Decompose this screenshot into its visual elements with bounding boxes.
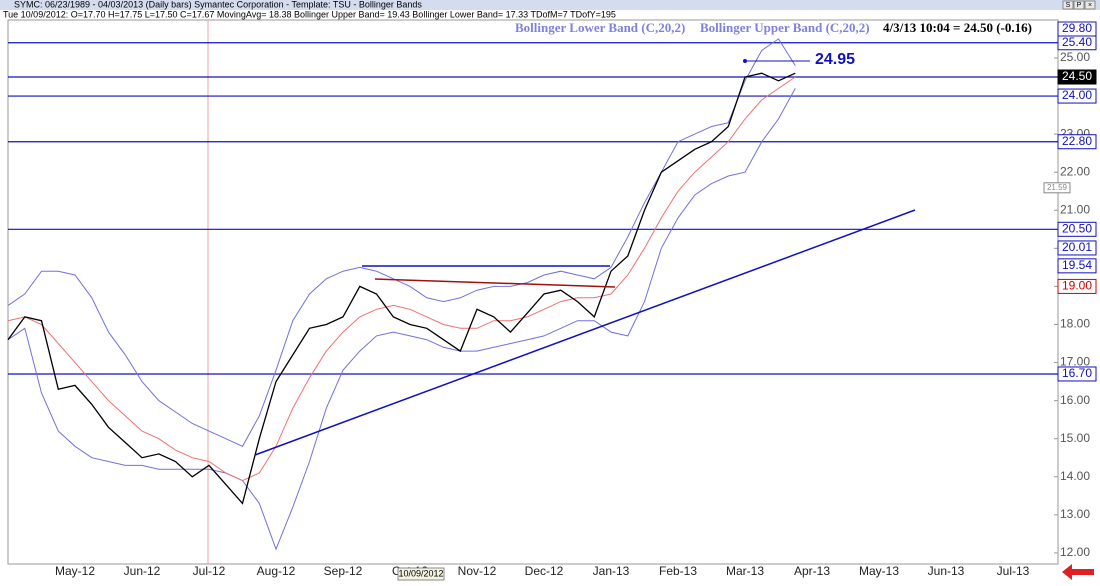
legend-entry: Bollinger Upper Band (C,20,2)	[700, 20, 870, 35]
price-box	[1057, 366, 1097, 382]
y-tick-label: 16.00	[1060, 393, 1090, 407]
price-box	[1057, 69, 1097, 85]
x-tick-label: May-13	[859, 564, 899, 578]
button[interactable]	[1062, 0, 1074, 10]
cursor-date: 10/09/2012	[398, 568, 443, 578]
header-line1: SYMC: 06/23/1989 - 04/03/2013 (Daily bar…	[14, 0, 422, 9]
x-tick-label: Jun-13	[928, 564, 965, 578]
price-box	[1057, 88, 1097, 104]
y-tick-label: 17.00	[1060, 355, 1090, 369]
price-box	[1057, 258, 1097, 274]
high-marker	[743, 59, 747, 63]
price-box	[1043, 182, 1071, 194]
price-box-label: 20.01	[1062, 240, 1092, 254]
series-line	[7, 76, 796, 482]
x-tick-label: Nov-12	[458, 564, 497, 578]
price-box	[1057, 278, 1097, 294]
resistance-line	[374, 278, 616, 288]
x-tick-label: Apr-13	[794, 564, 830, 578]
last-quote: 4/3/13 10:04 = 24.50 (-0.16)	[883, 20, 1032, 35]
x-tick-label: Jul-13	[997, 564, 1030, 578]
price-box-label: 19.54	[1062, 258, 1092, 272]
scroll-arrow[interactable]	[1062, 564, 1094, 580]
price-box-label: 24.00	[1062, 88, 1092, 102]
trendline	[254, 209, 916, 456]
y-tick-label: 15.00	[1060, 431, 1090, 445]
price-box-label: 20.50	[1062, 221, 1092, 235]
price-box	[1057, 134, 1097, 150]
price-box	[1057, 240, 1097, 256]
y-tick-label: 18.00	[1060, 317, 1090, 331]
price-box-label: 16.70	[1062, 366, 1092, 380]
top-label: 29.80	[1062, 21, 1092, 35]
x-tick-label: Feb-13	[659, 564, 697, 578]
x-tick-label: Mar-13	[726, 564, 764, 578]
x-tick-label: Aug-12	[257, 564, 296, 578]
price-box-label: 19.00	[1062, 279, 1092, 293]
series-line	[7, 88, 796, 551]
button[interactable]	[1084, 0, 1096, 10]
price-box-label: 22.80	[1062, 134, 1092, 148]
top-label-box	[1057, 21, 1097, 37]
y-tick-label: 21.00	[1060, 202, 1090, 216]
price-box-label: 21.59	[1047, 183, 1068, 192]
x-tick-label: Jul-12	[193, 564, 226, 578]
price-box-label: 24.50	[1062, 69, 1092, 83]
x-tick-label: Sep-12	[324, 564, 363, 578]
y-tick-label: 13.00	[1060, 507, 1090, 521]
high-annotation: 24.95	[815, 51, 855, 68]
price-box-label: 25.40	[1062, 35, 1092, 49]
y-tick-label: 25.00	[1060, 50, 1090, 64]
button-label[interactable]: S	[1066, 2, 1071, 9]
cursor-date-box	[397, 567, 445, 581]
x-tick-label: Jan-13	[593, 564, 630, 578]
x-tick-label: Dec-12	[525, 564, 564, 578]
button[interactable]	[1073, 0, 1085, 10]
button-label[interactable]: P	[1077, 2, 1082, 9]
header-line2: Tue 10/09/2012: O=17.70 H=17.75 L=17.50 …	[3, 9, 616, 19]
legend-entry: Bollinger Lower Band (C,20,2)	[515, 20, 685, 35]
title-bar	[0, 0, 1100, 10]
plot: 12.00 13.00 14.00 15.00 16.00 17.00 18.00 19.00…	[7, 35, 1097, 578]
y-tick-label: 22.00	[1060, 164, 1090, 178]
x-tick-label: Jun-12	[124, 564, 161, 578]
buttons: S P ×	[1062, 0, 1096, 10]
y-tick-label: 12.00	[1060, 545, 1090, 559]
button-label[interactable]: ×	[1088, 2, 1092, 9]
series-line	[7, 72, 796, 505]
y-tick-label: 14.00	[1060, 469, 1090, 483]
x-tick-label: May-12	[55, 564, 95, 578]
series-line	[7, 38, 796, 447]
price-box	[1057, 221, 1097, 237]
